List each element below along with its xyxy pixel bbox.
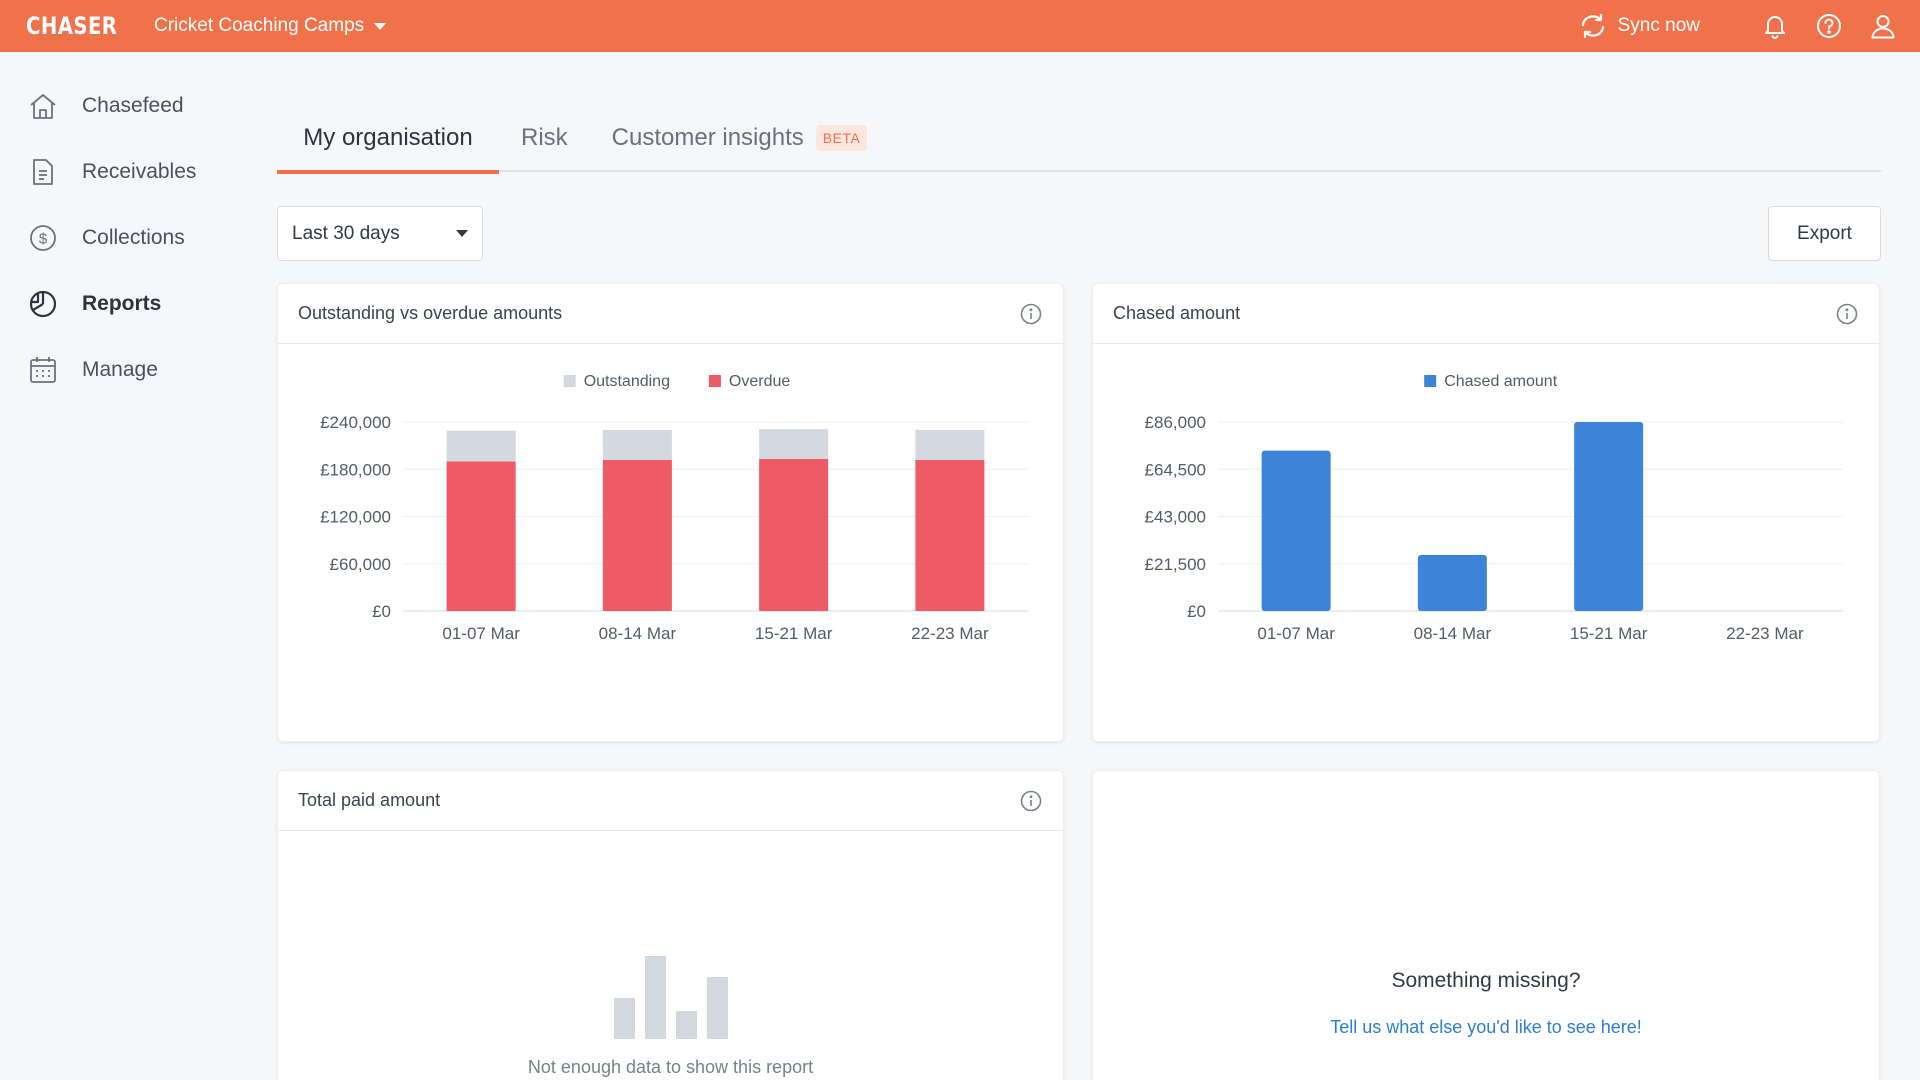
document-icon (28, 157, 58, 187)
bar-overdue-15-21-mar[interactable] (759, 459, 829, 611)
y-tick-label: £0 (1187, 602, 1206, 621)
x-tick-label: 01-07 Mar (442, 624, 520, 643)
outstanding-vs-overdue-card: Outstanding vs overdue amounts Outstandi… (277, 283, 1064, 742)
bar-overdue-01-07-mar[interactable] (446, 461, 516, 611)
card-header: Outstanding vs overdue amounts (278, 284, 1063, 344)
sync-now-label: Sync now (1617, 15, 1700, 36)
info-icon[interactable] (1019, 789, 1043, 813)
sidebar-item-chasefeed[interactable]: Chasefeed (0, 73, 260, 139)
tab-my-organisation[interactable]: My organisation (277, 104, 499, 174)
card-title: Chased amount (1113, 303, 1241, 323)
card-title: Outstanding vs overdue amounts (298, 303, 563, 323)
bar-outstanding-01-07-mar[interactable] (446, 430, 516, 462)
chevron-down-icon (374, 22, 387, 30)
bar-chart-placeholder-icon (609, 955, 733, 1039)
info-icon[interactable] (1835, 302, 1859, 326)
organisation-name: Cricket Coaching Camps (154, 15, 365, 36)
calendar-icon (28, 355, 58, 385)
sidebar-item-reports[interactable]: Reports (0, 271, 260, 337)
y-tick-label: £86,000 (1145, 413, 1206, 432)
card-header: Chased amount (1093, 284, 1879, 344)
sidebar: Chasefeed Receivables $ Collections Repo… (0, 52, 260, 1080)
card-header: Total paid amount (278, 771, 1063, 831)
sidebar-item-collections[interactable]: $ Collections (0, 205, 260, 271)
help-icon[interactable] (1814, 11, 1844, 41)
user-icon[interactable] (1868, 11, 1898, 41)
x-tick-label: 08-14 Mar (1414, 624, 1492, 643)
y-tick-label: £43,000 (1145, 508, 1206, 527)
sidebar-item-label: Manage (82, 358, 158, 381)
report-tabs: My organisation Risk Customer insights B… (277, 104, 1881, 174)
legend-label-overdue[interactable]: Overdue (729, 373, 790, 390)
outstanding-vs-overdue-chart: Outstanding Overdue £0 £60,000 £120,000 £180,… (320, 373, 1028, 643)
chevron-down-icon (456, 230, 468, 237)
y-tick-label: £240,000 (320, 413, 391, 432)
home-icon (28, 91, 58, 121)
tab-label: My organisation (303, 124, 473, 151)
feedback-title: Something missing? (1391, 969, 1581, 992)
feedback-card: Something missing? Tell us what else you… (1092, 770, 1880, 1080)
bar-chased-amount-01-07-mar[interactable] (1261, 450, 1331, 611)
y-tick-label: £0 (372, 602, 391, 621)
date-range-value: Last 30 days (292, 222, 400, 244)
sync-now-button[interactable]: Sync now (1578, 13, 1700, 39)
organisation-switcher[interactable]: Cricket Coaching Camps (154, 15, 387, 37)
y-tick-label: £180,000 (320, 460, 391, 479)
total-paid-amount-card: Total paid amount Not enough data to sho… (277, 770, 1064, 1080)
bar-overdue-22-23-mar[interactable] (915, 459, 985, 611)
x-tick-label: 22-23 Mar (911, 624, 989, 643)
dollar-coin-icon: $ (28, 223, 58, 253)
beta-badge: BETA (815, 125, 868, 151)
sidebar-item-label: Receivables (82, 160, 197, 183)
legend-swatch-outstanding (563, 375, 576, 387)
pie-chart-icon (28, 289, 58, 319)
export-button[interactable]: Export (1768, 206, 1881, 261)
empty-state: Not enough data to show this report (278, 955, 1063, 1078)
empty-state-text: Not enough data to show this report (527, 1057, 814, 1077)
tab-label: Risk (521, 124, 568, 151)
bar-chased-amount-15-21-mar[interactable] (1574, 422, 1644, 611)
feedback-content: Something missing? Tell us what else you… (1093, 969, 1879, 1038)
top-bar: CHASER Cricket Coaching Camps Sync now (0, 0, 1920, 52)
x-tick-label: 22-23 Mar (1726, 624, 1804, 643)
bar-outstanding-22-23-mar[interactable] (915, 429, 985, 460)
sidebar-item-manage[interactable]: Manage (0, 337, 260, 403)
bar-chased-amount-08-14-mar[interactable] (1417, 554, 1487, 611)
y-tick-label: £64,500 (1145, 460, 1206, 479)
bar-overdue-08-14-mar[interactable] (602, 459, 672, 611)
app-logo[interactable]: CHASER (26, 12, 118, 40)
sidebar-item-label: Chasefeed (82, 94, 184, 117)
legend-swatch-chased-amount (1424, 375, 1437, 387)
tab-customer-insights[interactable]: Customer insights BETA (590, 104, 890, 172)
bell-icon[interactable] (1760, 11, 1790, 41)
x-tick-label: 15-21 Mar (1570, 624, 1648, 643)
chased-amount-chart: Chased amount £0 £21,500 £43,000 £64,500 £86,… (1145, 373, 1843, 643)
card-title: Total paid amount (298, 790, 441, 810)
x-tick-label: 01-07 Mar (1257, 624, 1335, 643)
svg-text:$: $ (39, 231, 48, 248)
sync-icon (1581, 13, 1604, 39)
info-icon[interactable] (1019, 302, 1043, 326)
bar-outstanding-08-14-mar[interactable] (602, 429, 672, 460)
legend-swatch-overdue (708, 375, 721, 387)
y-tick-label: £120,000 (320, 508, 391, 527)
chased-amount-card: Chased amount Chased amount £0 £21,500 £43,… (1092, 283, 1880, 742)
x-tick-label: 08-14 Mar (599, 624, 677, 643)
date-range-select[interactable]: Last 30 days (277, 206, 483, 261)
y-tick-label: £21,500 (1145, 555, 1206, 574)
legend-label-chased-amount[interactable]: Chased amount (1444, 373, 1558, 390)
x-tick-label: 15-21 Mar (755, 624, 833, 643)
tab-label: Customer insights (611, 124, 804, 151)
feedback-link[interactable]: Tell us what else you'd like to see here… (1330, 1017, 1642, 1037)
tab-risk[interactable]: Risk (499, 104, 590, 172)
bar-outstanding-15-21-mar[interactable] (759, 429, 829, 460)
top-actions: Sync now (1578, 11, 1898, 41)
sidebar-item-label: Collections (82, 226, 185, 249)
sidebar-item-label: Reports (82, 292, 162, 315)
y-tick-label: £60,000 (330, 555, 391, 574)
legend-label-outstanding[interactable]: Outstanding (584, 373, 670, 390)
sidebar-item-receivables[interactable]: Receivables (0, 139, 260, 205)
